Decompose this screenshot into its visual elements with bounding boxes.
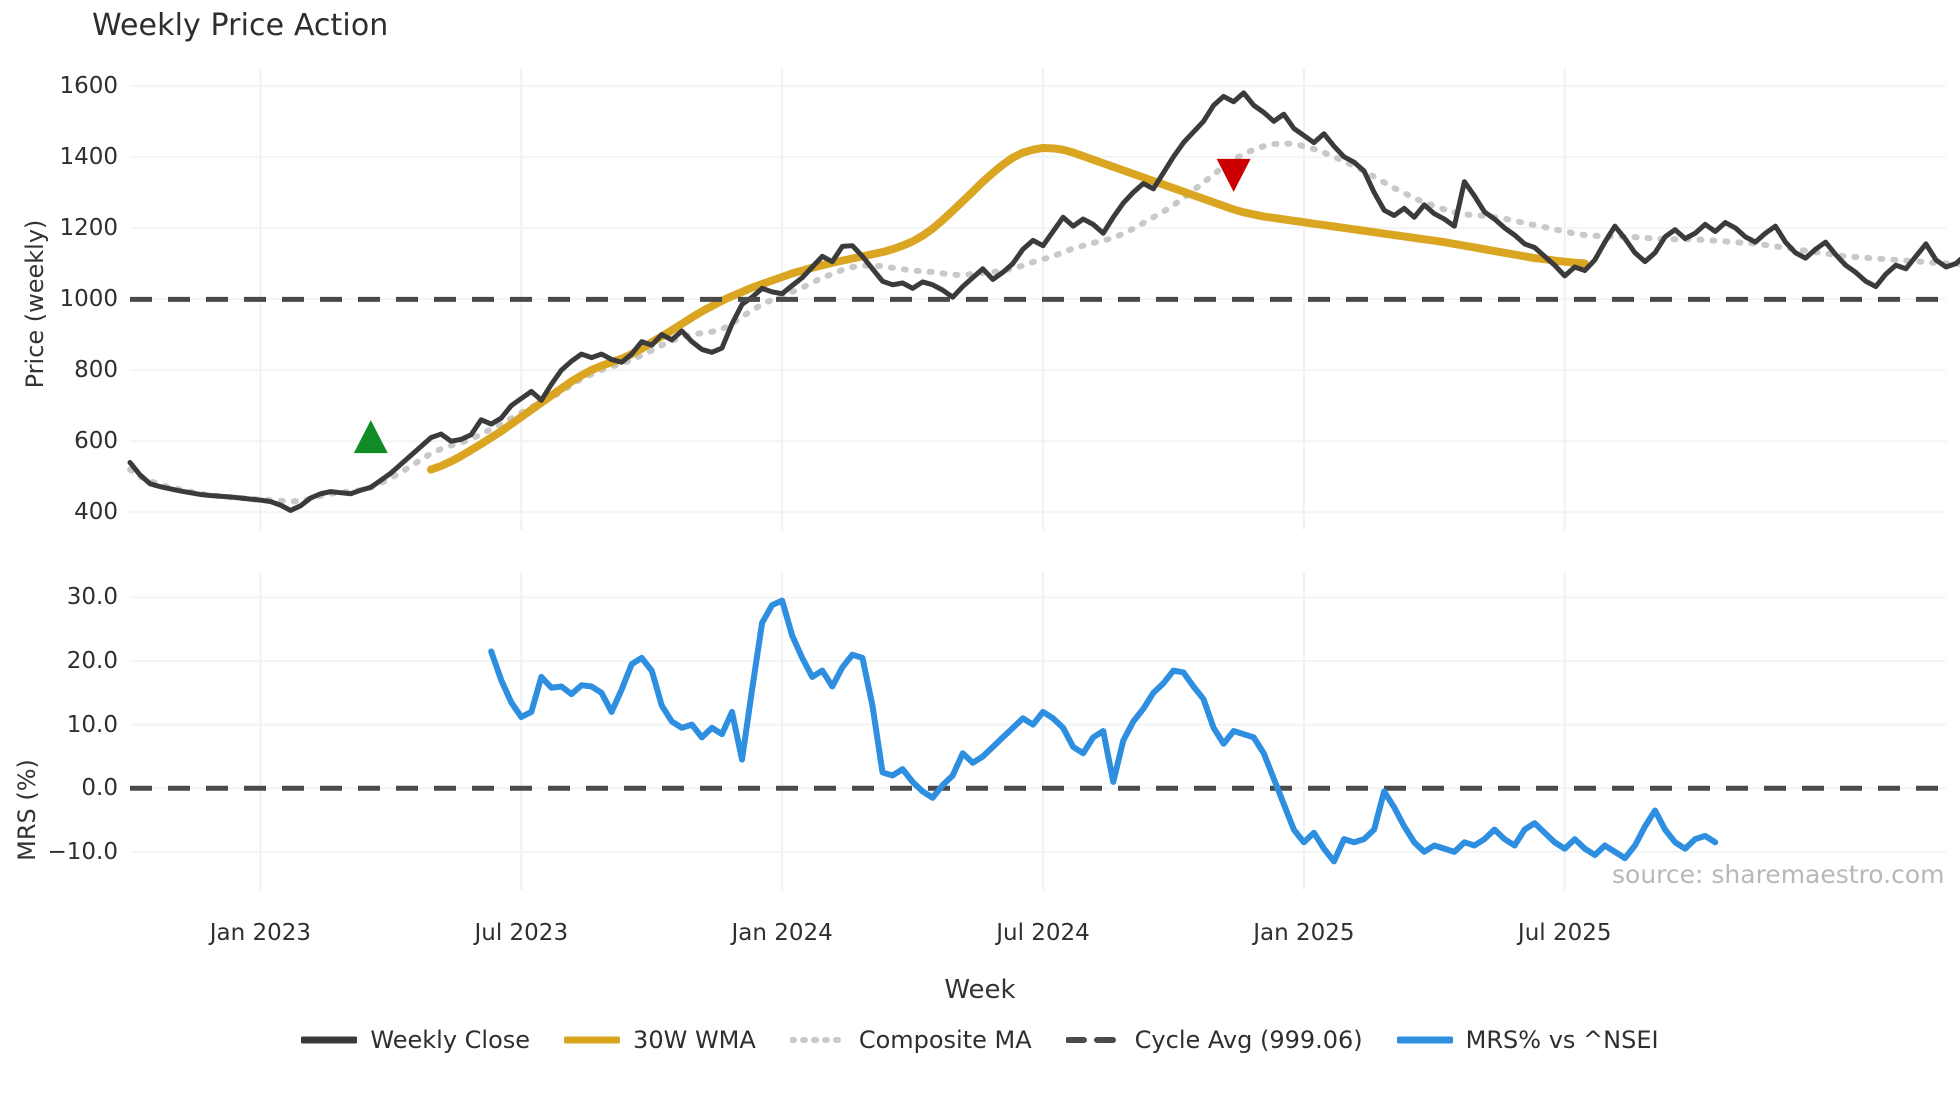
buy-signal-marker[interactable] — [353, 420, 388, 454]
price-y-tick: 1200 — [59, 214, 118, 241]
legend-swatch-solid-icon — [1396, 1036, 1453, 1044]
mrs-line — [488, 597, 1719, 865]
wma-line — [426, 143, 1589, 474]
x-tick: Jul 2025 — [1517, 920, 1612, 946]
mrs-y-tick: 10.0 — [66, 711, 118, 738]
price-y-tick: 1400 — [59, 143, 118, 170]
x-tick: Jan 2024 — [731, 920, 833, 946]
legend-swatch-dotted-icon — [789, 1037, 846, 1043]
price-y-tick: 1000 — [59, 286, 118, 312]
mrs-y-tick: 20.0 — [66, 648, 118, 675]
price-y-tick: 800 — [74, 357, 118, 384]
sell-signal-marker[interactable] — [1216, 158, 1251, 192]
source-watermark: source: sharemaestro.com — [1612, 860, 1945, 889]
weekly-close-line — [127, 90, 1960, 513]
price-y-tick: 600 — [74, 428, 118, 455]
composite-ma-line — [127, 140, 1960, 505]
legend-item-3[interactable]: Cycle Avg (999.06) — [1065, 1026, 1363, 1054]
legend-label: Weekly Close — [370, 1026, 531, 1054]
page-title: Weekly Price Action — [92, 8, 389, 43]
legend-label: Composite MA — [858, 1026, 1032, 1054]
x-tick: Jul 2024 — [996, 920, 1090, 946]
x-tick: Jan 2025 — [1253, 920, 1355, 946]
legend-item-4[interactable]: MRS% vs ^NSEI — [1396, 1026, 1659, 1054]
mrs-y-tick: 0.0 — [81, 775, 118, 802]
legend-swatch-solid-icon — [301, 1036, 358, 1044]
price-y-tick: 1600 — [59, 72, 118, 99]
x-axis-label: Week — [944, 975, 1016, 1005]
legend-label: 30W WMA — [633, 1026, 756, 1054]
mrs-y-tick: 30.0 — [66, 584, 118, 611]
legend-item-1[interactable]: 30W WMA — [564, 1026, 756, 1054]
price-y-tick: 400 — [74, 499, 118, 526]
legend-item-2[interactable]: Composite MA — [789, 1026, 1032, 1054]
legend-label: MRS% vs ^NSEI — [1465, 1026, 1659, 1054]
legend-item-0[interactable]: Weekly Close — [301, 1026, 530, 1054]
x-tick: Jan 2023 — [209, 920, 312, 946]
chart-legend: Weekly Close 30W WMA Composite MA Cycle Avg… — [0, 1026, 1960, 1054]
legend-label: Cycle Avg (999.06) — [1134, 1026, 1363, 1054]
mrs-y-tick: −10.0 — [47, 838, 118, 865]
x-tick: Jul 2023 — [474, 920, 569, 946]
legend-swatch-dashed-icon — [1065, 1037, 1122, 1043]
legend-swatch-solid-icon — [564, 1036, 621, 1044]
